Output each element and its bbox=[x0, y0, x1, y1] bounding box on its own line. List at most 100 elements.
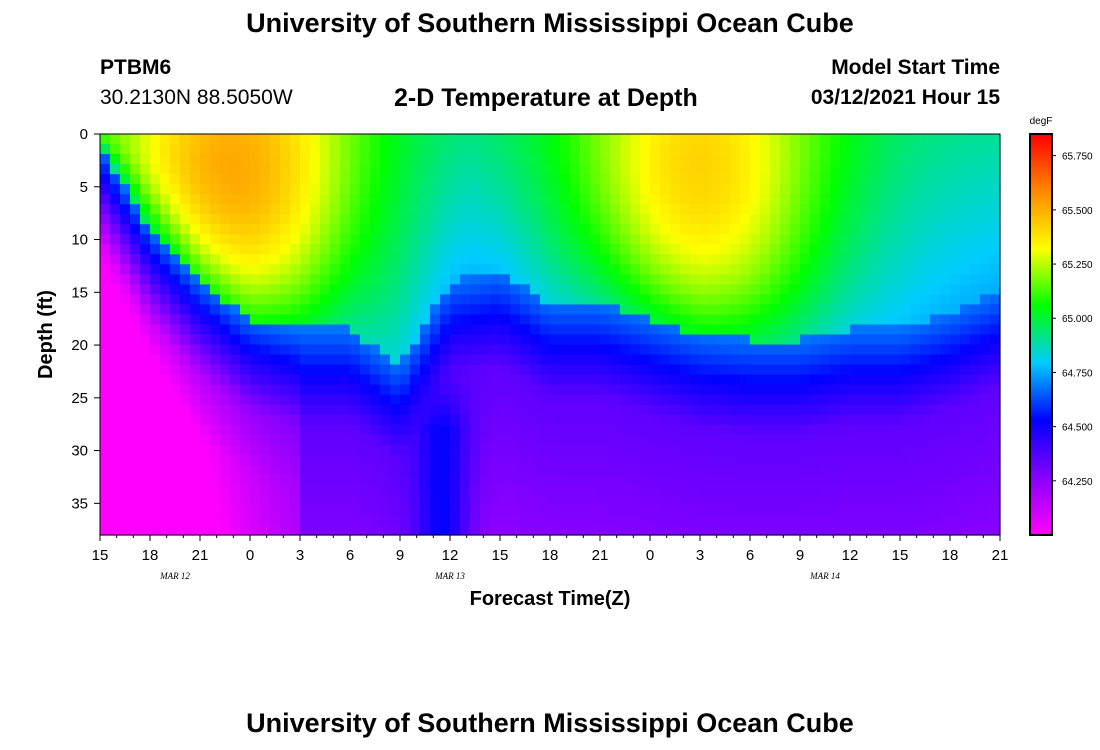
heatmap-cell bbox=[500, 264, 511, 275]
heatmap-cell bbox=[420, 244, 431, 255]
heatmap-cell bbox=[380, 204, 391, 215]
heatmap-cell bbox=[940, 424, 951, 436]
heatmap-cell bbox=[930, 214, 941, 225]
heatmap-cell bbox=[310, 454, 321, 466]
heatmap-cell bbox=[650, 344, 661, 356]
heatmap-cell bbox=[300, 504, 311, 516]
heatmap-cell bbox=[760, 134, 771, 145]
heatmap-cell bbox=[690, 244, 701, 255]
heatmap-cell bbox=[850, 254, 861, 265]
heatmap-cell bbox=[690, 514, 701, 526]
heatmap-cell bbox=[110, 204, 121, 215]
heatmap-cell bbox=[280, 374, 291, 386]
heatmap-cell bbox=[230, 404, 241, 416]
heatmap-cell bbox=[110, 224, 121, 235]
heatmap-cell bbox=[930, 324, 941, 336]
heatmap-cell bbox=[950, 494, 961, 506]
heatmap-cell bbox=[620, 274, 631, 285]
heatmap-cell bbox=[260, 524, 271, 536]
heatmap-cell bbox=[190, 334, 201, 346]
heatmap-cell bbox=[350, 374, 361, 386]
heatmap-cell bbox=[280, 474, 291, 486]
heatmap-cell bbox=[650, 174, 661, 185]
heatmap-cell bbox=[380, 224, 391, 235]
heatmap-cell bbox=[590, 504, 601, 516]
heatmap-cell bbox=[840, 344, 851, 356]
heatmap-cell bbox=[720, 274, 731, 285]
heatmap-cell bbox=[280, 504, 291, 516]
heatmap-cell bbox=[690, 374, 701, 386]
heatmap-cell bbox=[910, 444, 921, 456]
heatmap-cell bbox=[400, 424, 411, 436]
heatmap-cell bbox=[440, 314, 451, 326]
heatmap-cell bbox=[440, 254, 451, 265]
heatmap-cell bbox=[230, 454, 241, 466]
heatmap-cell bbox=[140, 174, 151, 185]
heatmap-cell bbox=[630, 174, 641, 185]
y-tick-label: 5 bbox=[80, 179, 88, 196]
heatmap-cell bbox=[950, 164, 961, 175]
heatmap-cell bbox=[740, 304, 751, 316]
heatmap-cell bbox=[390, 504, 401, 516]
heatmap-cell bbox=[440, 424, 451, 436]
heatmap-cell bbox=[740, 424, 751, 436]
heatmap-cell bbox=[540, 494, 551, 506]
heatmap-cell bbox=[500, 194, 511, 205]
heatmap-cell bbox=[820, 434, 831, 446]
heatmap-cell bbox=[600, 494, 611, 506]
heatmap-cell bbox=[910, 374, 921, 386]
heatmap-cell bbox=[490, 444, 501, 456]
heatmap-cell bbox=[980, 214, 991, 225]
heatmap-cell bbox=[440, 494, 451, 506]
heatmap-cell bbox=[230, 294, 241, 306]
heatmap-cell bbox=[340, 504, 351, 516]
heatmap-cell bbox=[170, 454, 181, 466]
heatmap-cell bbox=[720, 414, 731, 426]
heatmap-cell bbox=[490, 394, 501, 406]
heatmap-cell bbox=[140, 244, 151, 255]
y-tick-label: 0 bbox=[80, 126, 88, 143]
heatmap-cell bbox=[530, 264, 541, 275]
heatmap-cell bbox=[980, 274, 991, 285]
heatmap-cell bbox=[800, 194, 811, 205]
heatmap-cell bbox=[120, 474, 131, 486]
heatmap-cell bbox=[360, 254, 371, 265]
heatmap-cell bbox=[880, 294, 891, 306]
heatmap-cell bbox=[810, 364, 821, 376]
heatmap-cell bbox=[640, 324, 651, 336]
heatmap-cell bbox=[390, 394, 401, 406]
heatmap-cell bbox=[430, 144, 441, 155]
heatmap-cell bbox=[320, 464, 331, 476]
heatmap-cell bbox=[300, 184, 311, 195]
heatmap-cell bbox=[930, 444, 941, 456]
heatmap-cell bbox=[280, 494, 291, 506]
heatmap-cell bbox=[750, 284, 761, 296]
heatmap-cell bbox=[830, 274, 841, 285]
heatmap-cell bbox=[660, 234, 671, 245]
heatmap-cell bbox=[410, 204, 421, 215]
heatmap-cell bbox=[730, 434, 741, 446]
heatmap-cell bbox=[820, 504, 831, 516]
heatmap-cell bbox=[230, 434, 241, 446]
heatmap-cell bbox=[260, 234, 271, 245]
heatmap-cell bbox=[710, 314, 721, 326]
heatmap-cell bbox=[270, 434, 281, 446]
heatmap-cell bbox=[650, 374, 661, 386]
heatmap-cell bbox=[570, 434, 581, 446]
heatmap-cell bbox=[170, 344, 181, 356]
heatmap-cell bbox=[620, 364, 631, 376]
heatmap-cell bbox=[280, 194, 291, 205]
heatmap-cell bbox=[390, 474, 401, 486]
heatmap-cell bbox=[560, 394, 571, 406]
heatmap-cell bbox=[830, 144, 841, 155]
heatmap-cell bbox=[530, 244, 541, 255]
heatmap-cell bbox=[610, 194, 621, 205]
heatmap-cell bbox=[570, 154, 581, 165]
heatmap-cell bbox=[560, 214, 571, 225]
heatmap-cell bbox=[340, 154, 351, 165]
heatmap-cell bbox=[730, 224, 741, 235]
heatmap-cell bbox=[340, 484, 351, 496]
heatmap-cell bbox=[450, 434, 461, 446]
heatmap-cell bbox=[390, 254, 401, 265]
heatmap-cell bbox=[890, 184, 901, 195]
